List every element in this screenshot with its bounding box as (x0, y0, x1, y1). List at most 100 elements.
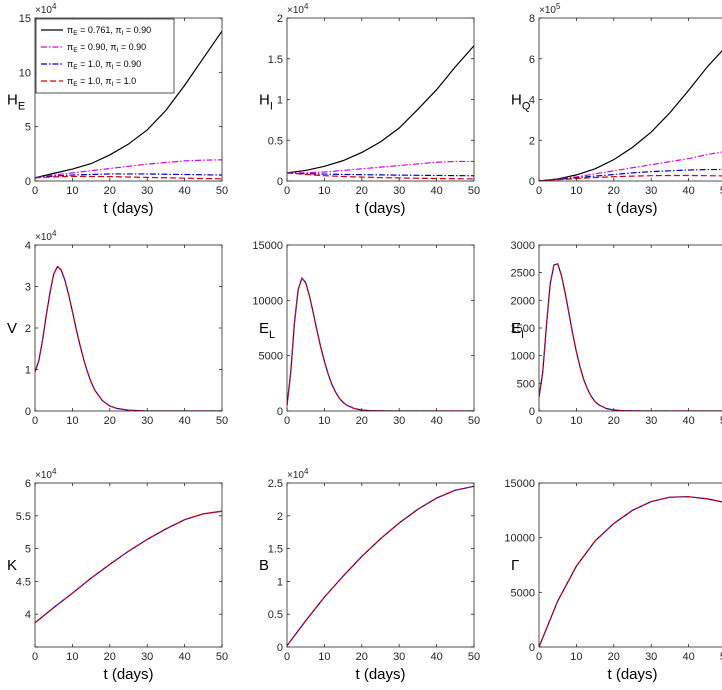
x-tick-label: 0 (284, 185, 290, 197)
y-tick-label: 0.5 (268, 135, 283, 147)
x-axis-label: t (days) (355, 666, 405, 683)
y-tick-label: 0 (277, 406, 283, 418)
y-exponent-label: ×104 (287, 2, 309, 16)
x-tick-label: 20 (608, 415, 620, 427)
y-tick-label: 0 (25, 176, 31, 188)
x-tick-label: 40 (430, 651, 442, 663)
x-tick-label: 40 (178, 415, 190, 427)
x-tick-label: 20 (104, 415, 116, 427)
axes-box (34, 482, 223, 648)
y-axis-label: EL (259, 320, 275, 341)
x-tick-label: 10 (318, 415, 330, 427)
x-tick-label: 0 (32, 415, 38, 427)
series-line-1 (35, 30, 222, 179)
x-tick-label: 0 (536, 185, 542, 197)
y-tick-label: 1000 (511, 351, 535, 363)
x-tick-label: 30 (645, 651, 657, 663)
x-tick-label: 0 (284, 651, 290, 663)
y-tick-label: 0 (529, 642, 535, 654)
x-tick-label: 40 (682, 415, 694, 427)
y-tick-label: 1 (277, 576, 283, 588)
y-tick-label: 2 (25, 323, 31, 335)
y-tick-label: 2500 (511, 268, 535, 280)
x-axis-label: t (days) (607, 666, 657, 683)
x-tick-label: 40 (430, 185, 442, 197)
panel-1: 0 10 20 30 40 50 0 5 10 15 ×104 HE t (days) πE = 0.76… (7, 2, 228, 217)
x-axis-label: t (days) (607, 200, 657, 217)
x-tick-label: 0 (32, 651, 38, 663)
y-tick-label: 15 (19, 13, 31, 25)
panel-3: 0 10 20 30 40 50 0 2 4 6 8 ×105 HQ t (days) (511, 2, 722, 217)
x-tick-label: 30 (141, 185, 153, 197)
x-tick-label: 30 (645, 415, 657, 427)
x-tick-label: 50 (468, 651, 480, 663)
y-tick-label: 0 (529, 176, 535, 188)
y-axis-label: HI (259, 92, 273, 113)
axes-box (538, 244, 722, 412)
x-tick-label: 20 (356, 415, 368, 427)
y-tick-label: 5000 (511, 587, 535, 599)
x-tick-label: 30 (141, 415, 153, 427)
series-line-1 (539, 263, 722, 411)
x-tick-label: 40 (682, 185, 694, 197)
y-tick-label: 10000 (504, 533, 535, 545)
x-tick-label: 20 (104, 651, 116, 663)
series-line-4 (539, 174, 722, 181)
x-tick-label: 20 (104, 185, 116, 197)
y-tick-label: 0 (25, 406, 31, 418)
y-tick-label: 1.5 (268, 54, 283, 66)
y-tick-label: 8 (529, 13, 535, 25)
axes-box (286, 17, 475, 182)
y-tick-label: 0.5 (268, 609, 283, 621)
y-tick-label: 6 (25, 478, 31, 490)
x-tick-label: 50 (216, 651, 228, 663)
series-line-2 (35, 265, 222, 411)
series-line-3 (35, 173, 222, 179)
x-tick-label: 20 (356, 651, 368, 663)
x-tick-label: 10 (318, 185, 330, 197)
y-tick-label: 0 (277, 642, 283, 654)
panel-8: 0 10 20 30 40 50 0 0.5 1 1.5 2 2.5 ×104 Bt (days) (259, 467, 480, 683)
x-axis-label: t (days) (103, 666, 153, 683)
y-exponent-label: ×105 (539, 2, 561, 16)
series-line-1 (539, 49, 722, 181)
legend: πE = 0.761, πI = 0.90 πE = 0.90, πI = 0.9… (35, 18, 175, 94)
y-axis-label: EI (511, 320, 524, 341)
y-axis-label: B (259, 557, 269, 574)
series-line-1 (35, 265, 222, 411)
y-tick-label: 10 (19, 67, 31, 79)
series-line-2 (287, 160, 474, 174)
y-exponent-label: ×104 (35, 229, 57, 243)
x-tick-label: 30 (393, 415, 405, 427)
axes-box (286, 482, 475, 648)
x-tick-label: 50 (216, 415, 228, 427)
y-tick-label: 0 (529, 406, 535, 418)
x-tick-label: 10 (570, 185, 582, 197)
y-tick-label: 2 (277, 511, 283, 523)
y-tick-label: 5 (25, 122, 31, 134)
y-tick-label: 1500 (511, 323, 535, 335)
y-tick-label: 1 (25, 365, 31, 377)
series-line-3 (287, 172, 474, 177)
y-tick-label: 5000 (259, 351, 283, 363)
y-tick-label: 4 (529, 95, 535, 107)
panel-6: 01020304050050010001500200025003000EI (511, 240, 722, 427)
series-line-2 (35, 159, 222, 179)
series-line-2 (539, 263, 722, 411)
x-tick-label: 50 (720, 651, 722, 663)
y-tick-label: 0 (277, 176, 283, 188)
x-tick-label: 30 (645, 185, 657, 197)
y-tick-label: 4 (25, 240, 31, 252)
series-line-1 (35, 510, 222, 624)
axes-box (34, 17, 223, 182)
x-tick-label: 40 (430, 415, 442, 427)
x-tick-label: 10 (66, 185, 78, 197)
series-line-1 (287, 45, 474, 174)
legend-entry-label: πE = 1.0, πI = 1.0 (67, 76, 136, 88)
x-tick-label: 50 (468, 415, 480, 427)
y-tick-label: 2.5 (268, 478, 283, 490)
y-axis-label: Γ (511, 557, 519, 574)
y-tick-label: 15000 (252, 240, 283, 252)
series-line-3 (539, 168, 722, 181)
axes-box (538, 17, 722, 182)
